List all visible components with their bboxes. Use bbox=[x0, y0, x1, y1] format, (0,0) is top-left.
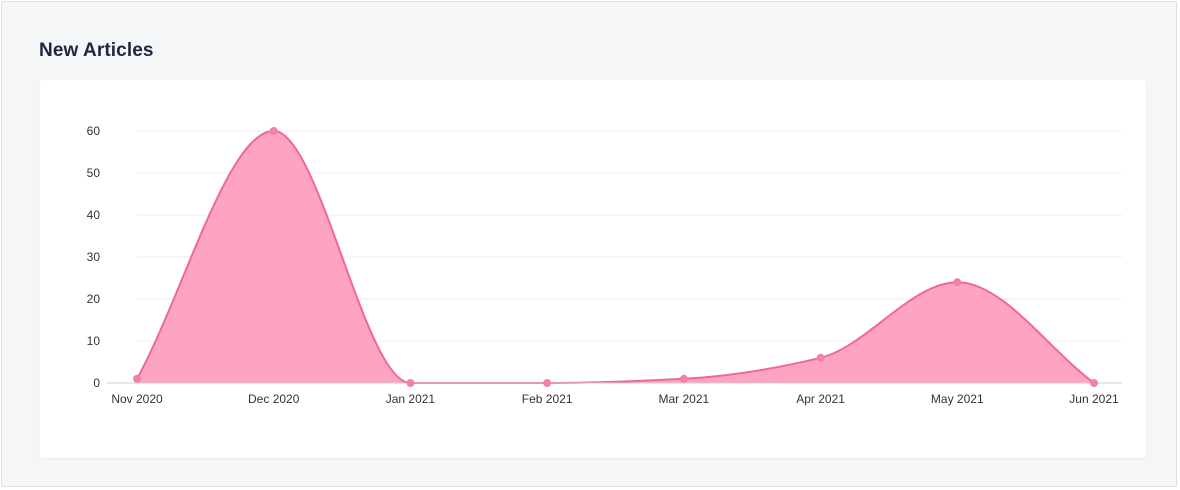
data-point[interactable] bbox=[679, 374, 688, 383]
x-tick-label: Nov 2020 bbox=[111, 392, 163, 406]
axes: 0 10 20 30 40 50 60 Nov 2020 Dec 2020 Jan 2021 Feb… bbox=[87, 124, 1122, 406]
y-tick-label: 30 bbox=[87, 250, 101, 264]
x-tick-label: May 2021 bbox=[931, 392, 984, 406]
x-tick-label: Apr 2021 bbox=[796, 392, 845, 406]
area-chart: 0 10 20 30 40 50 60 Nov 2020 Dec 2020 Jan 2021 Feb… bbox=[87, 124, 1122, 406]
x-tick-label: Feb 2021 bbox=[522, 392, 573, 406]
data-point[interactable] bbox=[1090, 379, 1098, 387]
y-tick-label: 40 bbox=[87, 208, 101, 222]
y-tick-label: 10 bbox=[87, 334, 101, 348]
data-point[interactable] bbox=[269, 127, 278, 135]
y-tick-label: 0 bbox=[93, 376, 100, 390]
y-tick-label: 50 bbox=[87, 166, 101, 180]
data-points bbox=[133, 127, 1098, 387]
y-tick-label: 60 bbox=[87, 124, 101, 138]
series-area-fill bbox=[137, 131, 1094, 383]
x-tick-label: Dec 2020 bbox=[248, 392, 300, 406]
data-point[interactable] bbox=[543, 379, 552, 387]
x-tick-label: Mar 2021 bbox=[659, 392, 710, 406]
x-tick-label: Jan 2021 bbox=[386, 392, 436, 406]
panel-title: New Articles bbox=[39, 40, 154, 61]
y-tick-label: 20 bbox=[87, 292, 101, 306]
x-tick-label: Jun 2021 bbox=[1069, 392, 1119, 406]
data-point[interactable] bbox=[406, 379, 415, 387]
data-point[interactable] bbox=[816, 353, 825, 362]
chart-card: 0 10 20 30 40 50 60 Nov 2020 Dec 2020 Jan 2021 Feb… bbox=[40, 80, 1146, 458]
data-point[interactable] bbox=[953, 278, 962, 287]
data-point[interactable] bbox=[133, 374, 141, 383]
